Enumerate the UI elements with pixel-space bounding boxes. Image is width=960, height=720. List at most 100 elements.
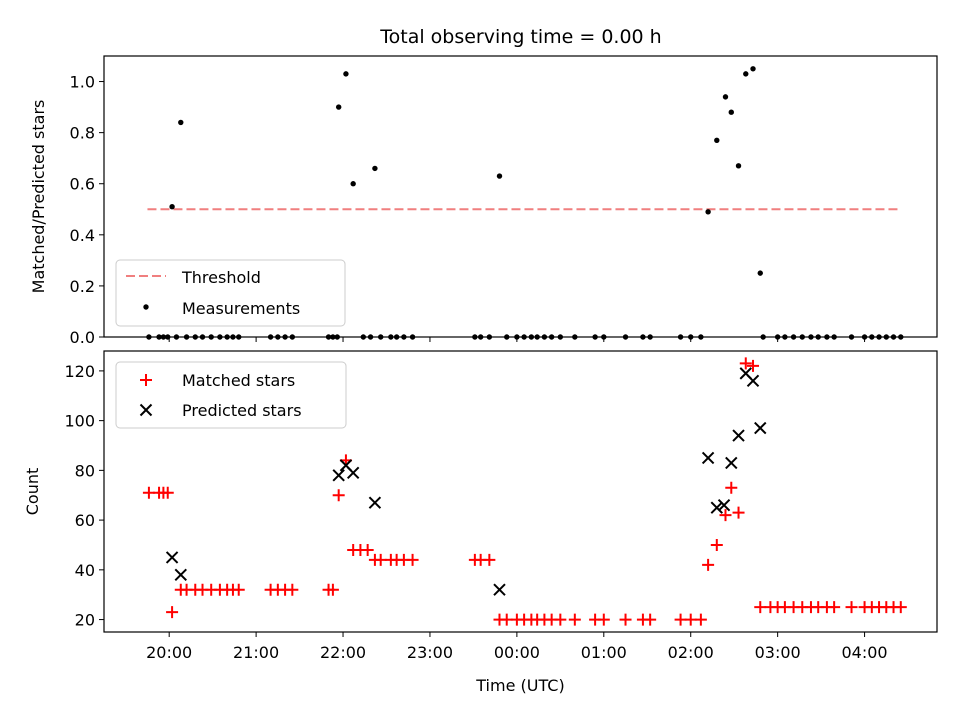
- matched-star-point: [619, 613, 632, 626]
- matched-star-point: [732, 506, 745, 519]
- matched-star-point: [406, 553, 419, 566]
- x-tick-label: 00:00: [494, 643, 540, 662]
- matched-star-point: [684, 613, 697, 626]
- measurement-point: [335, 104, 342, 110]
- matched-star-point: [361, 543, 374, 556]
- matched-star-point: [332, 489, 345, 502]
- x-tick-label: 01:00: [581, 643, 627, 662]
- measurement-point: [169, 204, 175, 210]
- x-tick-label: 03:00: [755, 643, 801, 662]
- legend-top: Threshold Measurements: [115, 259, 346, 327]
- measurement-point: [714, 137, 720, 143]
- legend-matched-swatch: [140, 374, 152, 386]
- y-axis-label: Count: [23, 468, 42, 516]
- matched-star-point: [597, 613, 610, 626]
- measurement-point: [735, 163, 742, 169]
- x-tick-label: 04:00: [842, 643, 888, 662]
- y-tick-label: 100: [64, 412, 95, 431]
- legend-box: [115, 361, 347, 429]
- predicted-star-point: [493, 583, 506, 596]
- legend-threshold-label: Threshold: [181, 268, 261, 287]
- predicted-star-point: [732, 429, 745, 442]
- matched-star-point: [719, 509, 732, 522]
- matched-star-point: [554, 613, 567, 626]
- matched-star-point: [845, 601, 858, 614]
- legend-matched-label: Matched stars: [182, 371, 295, 390]
- predicted-star-point: [717, 498, 731, 512]
- measurement-point: [743, 71, 749, 77]
- chart-title: Total observing time = 0.00 h: [379, 26, 661, 48]
- matched-star-point: [232, 583, 245, 596]
- y-tick-label: 40: [75, 561, 95, 580]
- plot-frame: [103, 55, 938, 338]
- y-tick-label: 120: [64, 362, 95, 381]
- measurement-point: [178, 119, 184, 126]
- matched-star-point: [725, 481, 738, 494]
- plot-frame: [103, 350, 938, 633]
- x-tick-label: 22:00: [320, 643, 366, 662]
- legend-predicted-swatch: [139, 403, 153, 417]
- matched-star-point: [739, 357, 752, 370]
- measurement-point: [372, 165, 378, 172]
- y-tick-label: 1.0: [70, 73, 95, 92]
- x-tick-label: 20:00: [146, 643, 192, 662]
- legend-box: [115, 259, 346, 327]
- y-axis-label: Matched/Predicted stars: [29, 100, 48, 294]
- y-tick-label: 0.4: [70, 226, 95, 245]
- matched-star-point: [568, 613, 581, 626]
- measurement-point: [496, 173, 503, 179]
- measurement-point: [722, 94, 729, 100]
- legend-bottom: Matched stars Predicted stars: [115, 361, 347, 429]
- matched-star-point: [374, 553, 387, 566]
- predicted-star-point: [165, 551, 179, 564]
- matched-star-point: [694, 613, 707, 626]
- predicted-star-point: [174, 568, 187, 582]
- measurement-point: [350, 181, 356, 187]
- y-tick-label: 60: [75, 511, 95, 530]
- matched-star-point: [142, 486, 155, 499]
- matched-star-point: [326, 583, 339, 596]
- predicted-star-point: [701, 451, 715, 465]
- y-tick-label: 20: [75, 611, 95, 630]
- predicted-star-point: [754, 421, 767, 435]
- predicted-star-point: [368, 496, 382, 509]
- measurement-point: [728, 109, 734, 115]
- x-tick-label: 21:00: [233, 643, 279, 662]
- matched-star-point: [500, 613, 513, 626]
- x-tick-label: 02:00: [668, 643, 714, 662]
- matched-star-point: [161, 486, 174, 499]
- measurement-point: [343, 71, 349, 77]
- legend-measurement-swatch: [143, 304, 149, 310]
- bottom-plot: 20 40 60 80 100 120 20:00 21:00 22:00 23:00 00:00 0…: [23, 350, 938, 695]
- matched-star-point: [754, 601, 767, 614]
- legend-measurement-label: Measurements: [182, 299, 300, 318]
- measurement-point: [750, 66, 756, 72]
- predicted-star-point: [710, 501, 724, 514]
- matched-star-point: [166, 606, 179, 619]
- matched-star-point: [710, 538, 723, 551]
- measurement-point: [705, 209, 711, 215]
- y-tick-label: 0.0: [70, 328, 95, 347]
- measurement-point: [757, 270, 763, 276]
- matched-star-point: [644, 613, 657, 626]
- y-tick-label: 80: [75, 461, 95, 480]
- predicted-star-point: [346, 466, 360, 480]
- x-tick-label: 23:00: [407, 643, 453, 662]
- predicted-star-point: [746, 374, 760, 388]
- matched-star-point: [702, 558, 715, 571]
- matched-star-point: [747, 359, 760, 372]
- legend-predicted-label: Predicted stars: [182, 401, 302, 420]
- y-tick-label: 0.2: [70, 277, 95, 296]
- predicted-star-point: [725, 456, 738, 470]
- matched-star-point: [286, 583, 299, 596]
- matched-star-point: [894, 601, 907, 614]
- y-tick-label: 0.8: [70, 124, 95, 143]
- top-plot: 0.0 0.2 0.4 0.6 0.8 1.0 Matched/Predicted star…: [29, 55, 938, 347]
- matched-star-point: [483, 553, 496, 566]
- x-axis-label: Time (UTC): [475, 676, 564, 695]
- predicted-star-point: [332, 469, 345, 482]
- y-tick-label: 0.6: [70, 175, 95, 194]
- matched-star-point: [674, 613, 687, 626]
- matched-star-point: [828, 601, 841, 614]
